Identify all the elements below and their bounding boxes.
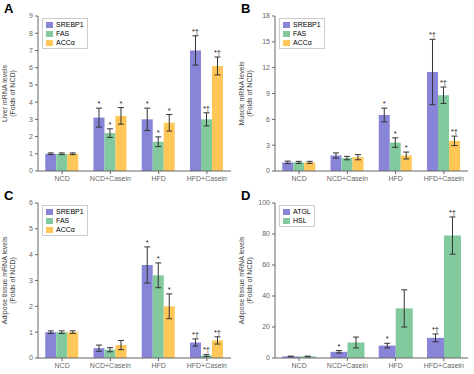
html-text:SREBP1: SREBP1 — [293, 21, 321, 28]
svg-text:*: * — [98, 99, 101, 108]
svg-text:*†: *† — [432, 325, 439, 334]
svg-text:HFD: HFD — [151, 175, 165, 182]
html-text:HSL: HSL — [293, 217, 307, 224]
svg-text:NCD: NCD — [292, 362, 307, 369]
svg-text:*: * — [405, 143, 408, 152]
svg-text:*†: *† — [449, 208, 456, 217]
svg-text:*: * — [168, 285, 171, 294]
svg-text:Liver mRNA levels(Folds of NCD: Liver mRNA levels(Folds of NCD) — [8, 64, 17, 122]
html-text:FAS: FAS — [56, 217, 70, 224]
svg-text:*: * — [383, 99, 386, 108]
svg-text:HFD+Casein: HFD+Casein — [187, 362, 227, 369]
svg-text:*†: *† — [214, 48, 221, 57]
svg-text:*: * — [157, 128, 160, 137]
svg-text:3: 3 — [29, 277, 33, 284]
svg-text:*†: *† — [429, 30, 436, 39]
svg-text:NCD: NCD — [55, 362, 70, 369]
svg-text:*: * — [157, 254, 160, 263]
svg-text:HFD+Casein: HFD+Casein — [424, 175, 464, 182]
html-text:C: C — [4, 188, 14, 203]
svg-text:NCD+Casein: NCD+Casein — [327, 175, 368, 182]
svg-text:5: 5 — [29, 225, 33, 232]
svg-text:6: 6 — [29, 199, 33, 206]
html-text:ACCα: ACCα — [56, 39, 75, 46]
svg-text:2: 2 — [29, 303, 33, 310]
svg-text:*†: *† — [203, 104, 210, 113]
svg-text:*: * — [168, 106, 171, 115]
svg-text:*†: *† — [192, 330, 199, 339]
svg-text:1: 1 — [29, 329, 33, 336]
svg-text:NCD+Casein: NCD+Casein — [90, 362, 131, 369]
svg-text:NCD: NCD — [292, 175, 307, 182]
svg-text:*†: *† — [451, 127, 458, 136]
svg-text:15: 15 — [262, 38, 270, 45]
html-text:ATGL: ATGL — [293, 208, 311, 215]
svg-text:12: 12 — [262, 64, 270, 71]
svg-text:*†: *† — [192, 27, 199, 36]
svg-text:NCD+Casein: NCD+Casein — [327, 362, 368, 369]
html-text:ACCα: ACCα — [293, 39, 312, 46]
svg-text:1: 1 — [29, 150, 33, 157]
svg-text:5: 5 — [29, 81, 33, 88]
svg-text:20: 20 — [262, 323, 270, 330]
html-text:FAS: FAS — [56, 30, 70, 37]
svg-text:6: 6 — [29, 64, 33, 71]
html-text:SREBP1: SREBP1 — [56, 21, 84, 28]
svg-text:HFD+Casein: HFD+Casein — [424, 362, 464, 369]
svg-text:NCD+Casein: NCD+Casein — [90, 175, 131, 182]
html-text:B: B — [241, 1, 251, 16]
svg-text:60: 60 — [262, 261, 270, 268]
svg-text:NCD: NCD — [55, 175, 70, 182]
svg-text:HFD: HFD — [388, 362, 402, 369]
svg-text:0: 0 — [29, 167, 33, 174]
svg-text:*: * — [338, 342, 341, 351]
svg-text:7: 7 — [29, 47, 33, 54]
svg-text:9: 9 — [266, 90, 270, 97]
svg-text:8: 8 — [29, 30, 33, 37]
svg-text:4: 4 — [29, 99, 33, 106]
svg-text:*: * — [109, 120, 112, 129]
html-text:A: A — [4, 1, 14, 16]
svg-text:0: 0 — [266, 354, 270, 361]
svg-text:HFD+Casein: HFD+Casein — [187, 175, 227, 182]
svg-text:4: 4 — [29, 251, 33, 258]
svg-text:40: 40 — [262, 292, 270, 299]
svg-text:2: 2 — [29, 133, 33, 140]
svg-text:*†: *† — [214, 328, 221, 337]
svg-text:80: 80 — [262, 230, 270, 237]
svg-text:0: 0 — [266, 167, 270, 174]
svg-text:3: 3 — [266, 142, 270, 149]
svg-text:100: 100 — [258, 199, 270, 206]
svg-text:HFD: HFD — [388, 175, 402, 182]
svg-text:Adipose tissue mRNA levels(Fol: Adipose tissue mRNA levels(Folds of NCD) — [8, 236, 17, 324]
svg-text:*: * — [146, 238, 149, 247]
svg-text:*: * — [394, 129, 397, 138]
svg-text:6: 6 — [266, 116, 270, 123]
svg-text:HFD: HFD — [151, 362, 165, 369]
html-text:FAS: FAS — [293, 30, 307, 37]
svg-text:*†: *† — [203, 345, 210, 354]
svg-text:Adipose tissue mRNA levels(Fol: Adipose tissue mRNA levels(Folds of NCD) — [238, 236, 254, 324]
html-text:ACCα: ACCα — [56, 226, 75, 233]
svg-text:18: 18 — [262, 12, 270, 19]
svg-text:*: * — [386, 334, 389, 343]
svg-text:3: 3 — [29, 116, 33, 123]
svg-text:*†: *† — [440, 78, 447, 87]
svg-text:9: 9 — [29, 12, 33, 19]
html-text:SREBP1: SREBP1 — [56, 208, 84, 215]
svg-text:*: * — [120, 99, 123, 108]
svg-text:Muscle mRNA levels(Folds of NC: Muscle mRNA levels(Folds of NCD) — [238, 61, 254, 126]
html-text:D: D — [241, 188, 251, 203]
svg-text:0: 0 — [29, 354, 33, 361]
svg-text:*: * — [146, 99, 149, 108]
